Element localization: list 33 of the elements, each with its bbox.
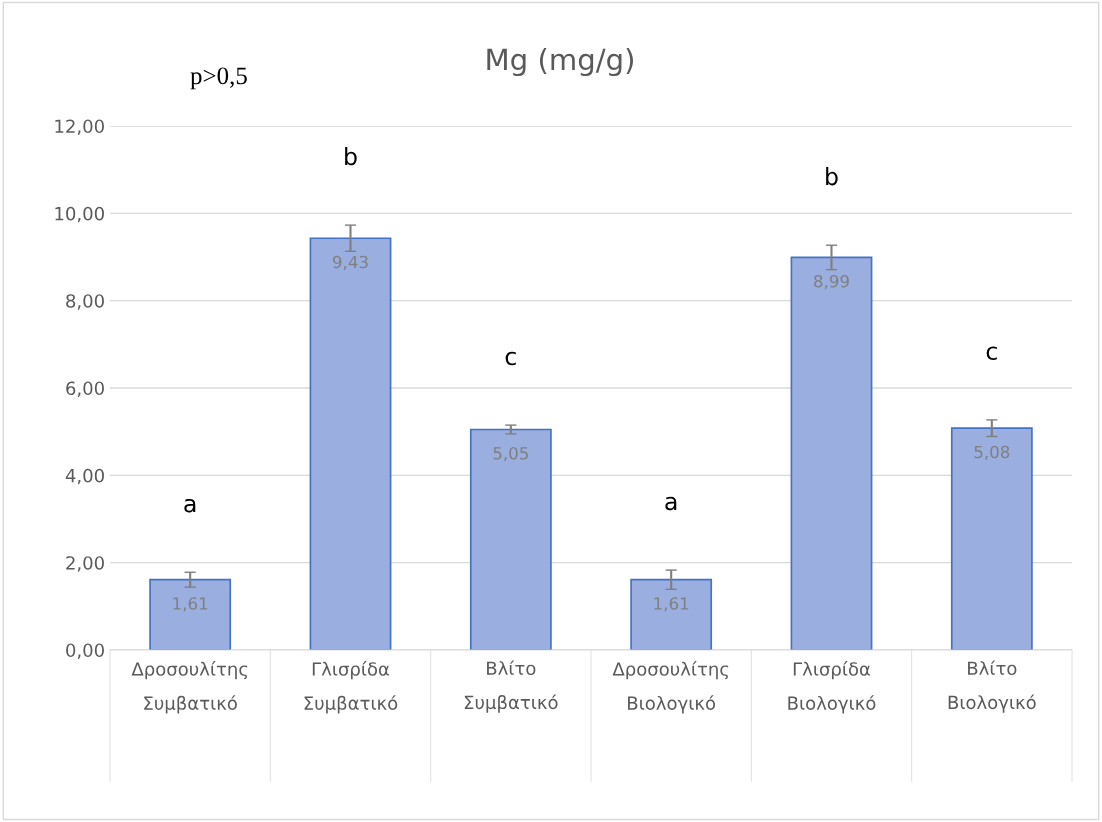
annotation: a [665, 496, 677, 511]
data-label: 5,05 [493, 446, 528, 462]
data-label: 8,99 [814, 274, 849, 290]
bar [309, 237, 392, 650]
annotation: c [505, 351, 516, 366]
y-tick-label: 0,00 [66, 643, 104, 659]
bar [630, 578, 713, 650]
y-tick-label: 2,00 [66, 556, 104, 572]
data-label: 9,43 [332, 255, 368, 271]
bar [149, 578, 232, 650]
y-tick-label: 8,00 [66, 294, 104, 310]
x-tick-label: Βλίτο Βιολογικό [948, 660, 1036, 713]
x-tick-label: Γλισρίδα Βιολογικό [788, 661, 876, 714]
data-label: 1,61 [173, 597, 208, 612]
annotation: b [826, 167, 838, 186]
x-tick-label: Δροσουλίτης Βιολογικό [612, 661, 729, 714]
y-tick-label: 10,00 [55, 206, 104, 223]
data-label: 5,08 [974, 445, 1010, 460]
bar [469, 428, 552, 650]
text: p>0,5 [190, 67, 247, 90]
y-tick-label: 6,00 [66, 381, 104, 397]
data-label: 1,61 [654, 597, 689, 612]
annotation: a [184, 498, 196, 513]
bar [790, 256, 873, 650]
x-tick-label: Γλισρίδα Συμβατικό [304, 661, 398, 714]
x-tick-label: Βλίτο Συμβατικό [464, 660, 558, 713]
chart-title: Mg (mg/g) [487, 47, 633, 77]
annotation: b [345, 147, 357, 166]
x-tick-label: Δροσουλίτης Συμβατικό [131, 661, 248, 714]
y-tick-label: 12,00 [55, 119, 104, 135]
y-tick-label: 4,00 [65, 468, 104, 485]
annotation: c [986, 346, 997, 361]
bar [950, 427, 1033, 650]
